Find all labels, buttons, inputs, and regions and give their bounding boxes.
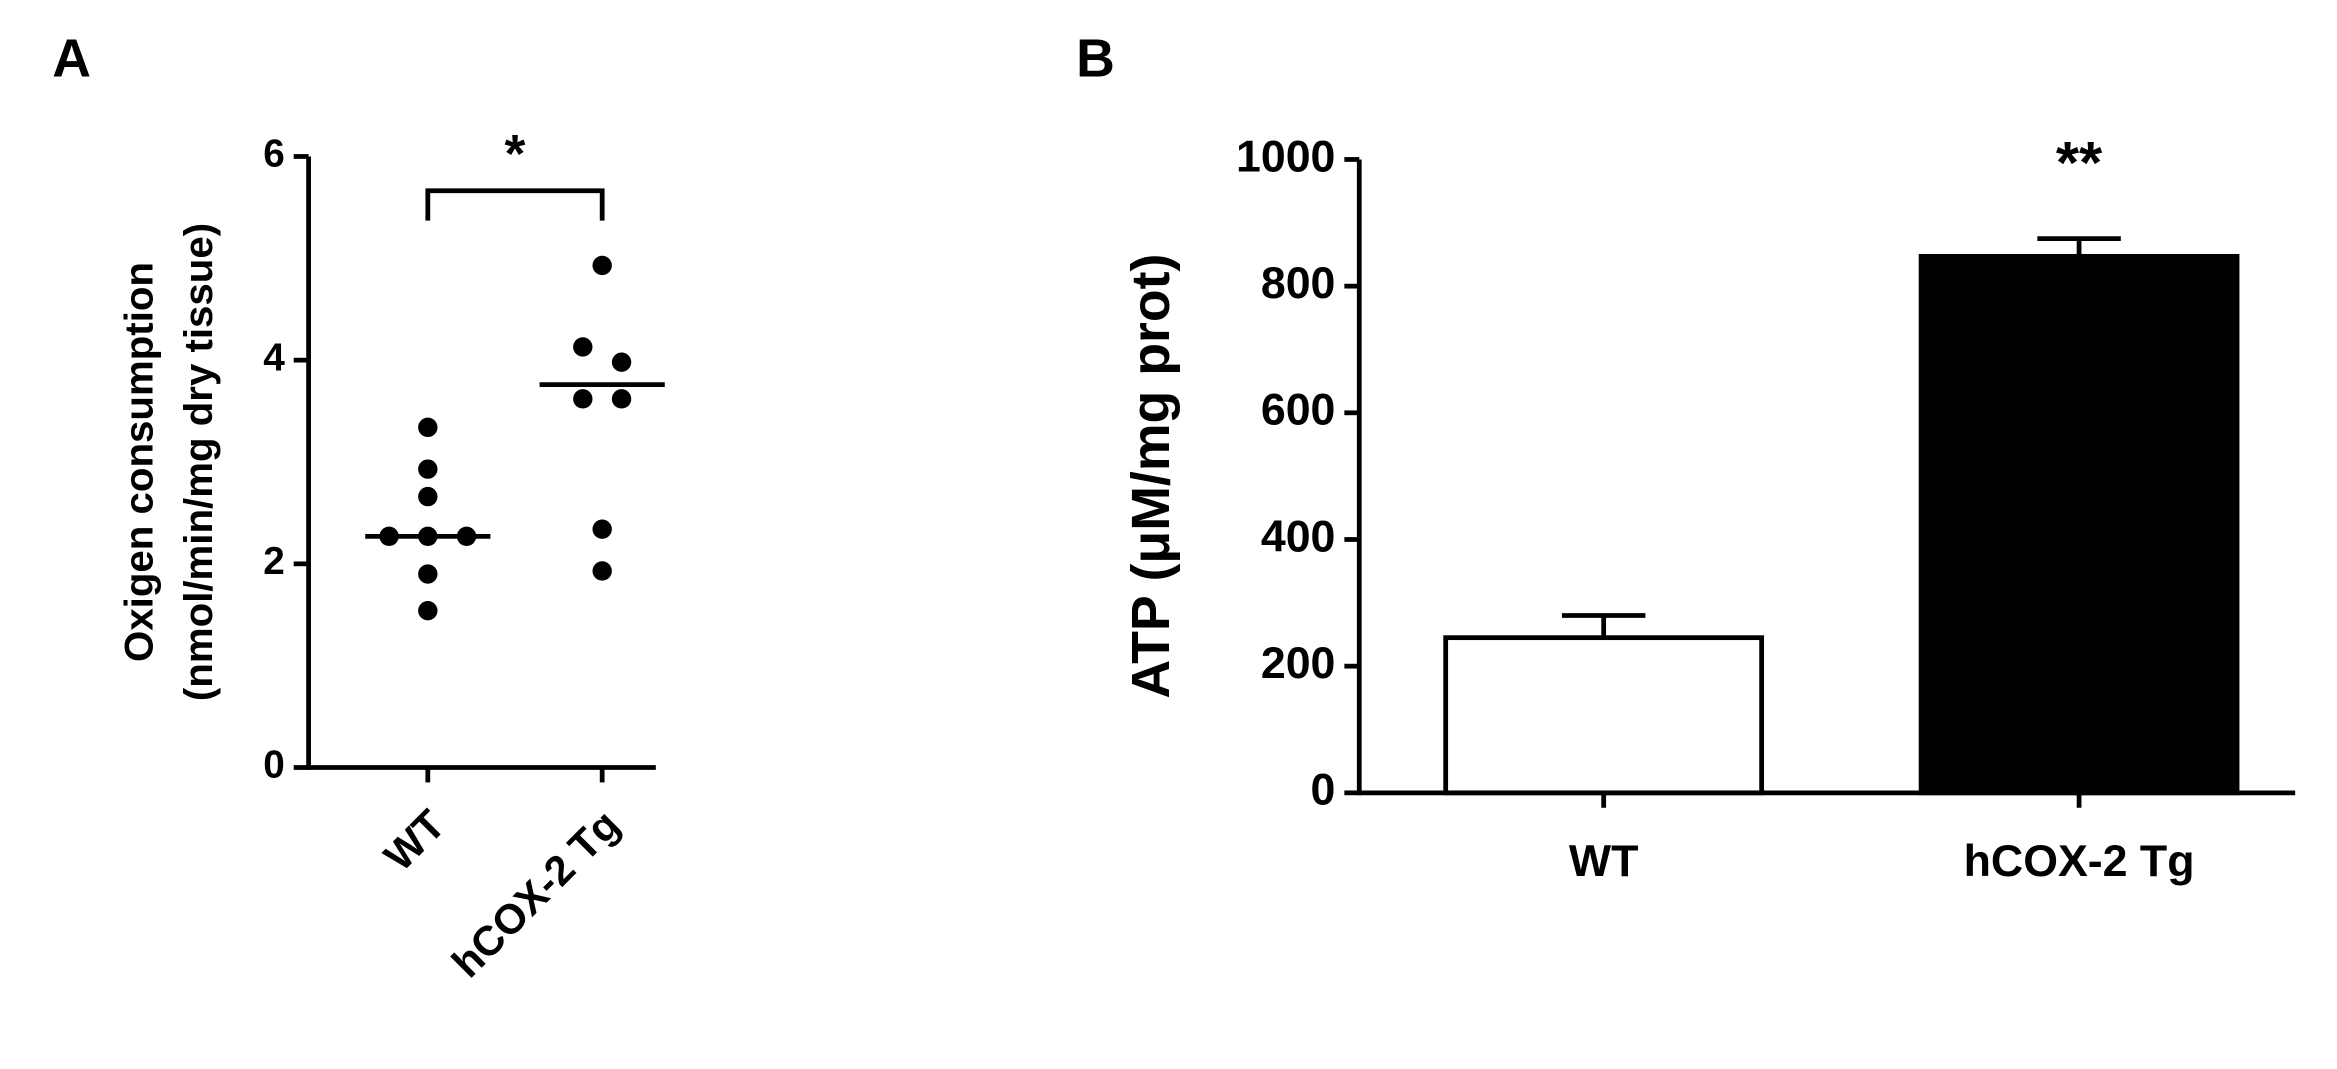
x-tick-label: WT bbox=[375, 800, 454, 879]
significance-bracket bbox=[425, 188, 605, 221]
panel-label: A bbox=[52, 29, 91, 89]
y-tick-label: 1000 bbox=[1236, 132, 1335, 181]
data-point bbox=[611, 389, 632, 409]
panel-label: B bbox=[1076, 29, 1115, 89]
y-tick-label: 2 bbox=[263, 540, 285, 583]
bar bbox=[1918, 253, 2240, 796]
data-point bbox=[592, 519, 612, 539]
y-tick-label: 600 bbox=[1261, 386, 1336, 435]
bar bbox=[1443, 635, 1765, 796]
significance-label: ** bbox=[2056, 129, 2103, 196]
data-point bbox=[592, 255, 612, 276]
y-tick-label: 0 bbox=[263, 744, 285, 787]
y-axis-label: ATP (μM/mg prot) bbox=[1121, 254, 1181, 699]
y-tick-label: 4 bbox=[263, 336, 285, 379]
data-point bbox=[418, 459, 438, 479]
data-point bbox=[418, 486, 438, 507]
y-tick-label: 0 bbox=[1311, 766, 1336, 815]
data-point bbox=[418, 600, 438, 621]
data-point bbox=[611, 352, 632, 372]
data-point bbox=[418, 564, 438, 584]
y-tick-label: 6 bbox=[263, 133, 285, 176]
data-point bbox=[592, 561, 612, 581]
error-bar bbox=[2037, 236, 2121, 257]
y-tick-label: 200 bbox=[1261, 639, 1336, 688]
y-tick-label: 800 bbox=[1261, 259, 1336, 308]
data-point bbox=[573, 389, 593, 409]
error-bar bbox=[1561, 613, 1646, 638]
y-tick-label: 400 bbox=[1261, 512, 1336, 561]
data-point bbox=[418, 417, 438, 438]
x-tick-label: WT bbox=[1569, 837, 1638, 886]
data-point bbox=[573, 337, 593, 357]
significance-label: * bbox=[505, 124, 526, 184]
x-tick-label: hCOX-2 Tg bbox=[443, 801, 629, 987]
y-axis-label: Oxigen consumption bbox=[116, 262, 161, 662]
y-axis-label: (nmol/min/mg dry tissue) bbox=[176, 223, 221, 701]
x-tick-label: hCOX-2 Tg bbox=[1964, 837, 2195, 886]
